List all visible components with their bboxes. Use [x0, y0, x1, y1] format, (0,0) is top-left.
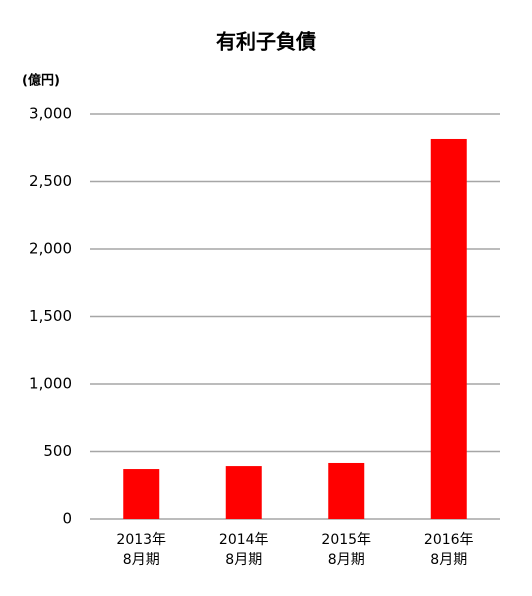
y-tick-label: 3,000 — [29, 105, 72, 123]
x-tick-label: 8月期 — [123, 552, 160, 568]
x-tick-label: 2013年 — [116, 532, 166, 548]
x-tick-label: 8月期 — [328, 552, 365, 568]
y-tick-label: 0 — [62, 510, 72, 528]
x-tick-label: 2014年 — [219, 532, 269, 548]
x-tick-label: 2015年 — [321, 532, 371, 548]
x-tick-label: 2016年 — [424, 532, 474, 548]
y-tick-label: 1,000 — [29, 375, 72, 393]
bar — [123, 469, 160, 519]
x-tick-label: 8月期 — [430, 552, 467, 568]
bar — [225, 466, 262, 519]
bar — [328, 462, 365, 519]
y-tick-label: 2,500 — [29, 172, 72, 190]
y-unit-label: (億円) — [22, 73, 60, 89]
y-tick-label: 2,000 — [29, 240, 72, 258]
chart-title: 有利子負債 — [216, 30, 316, 54]
y-tick-label: 500 — [43, 442, 72, 460]
x-tick-label: 8月期 — [225, 552, 262, 568]
bar — [430, 138, 467, 519]
y-tick-label: 1,500 — [29, 307, 72, 325]
